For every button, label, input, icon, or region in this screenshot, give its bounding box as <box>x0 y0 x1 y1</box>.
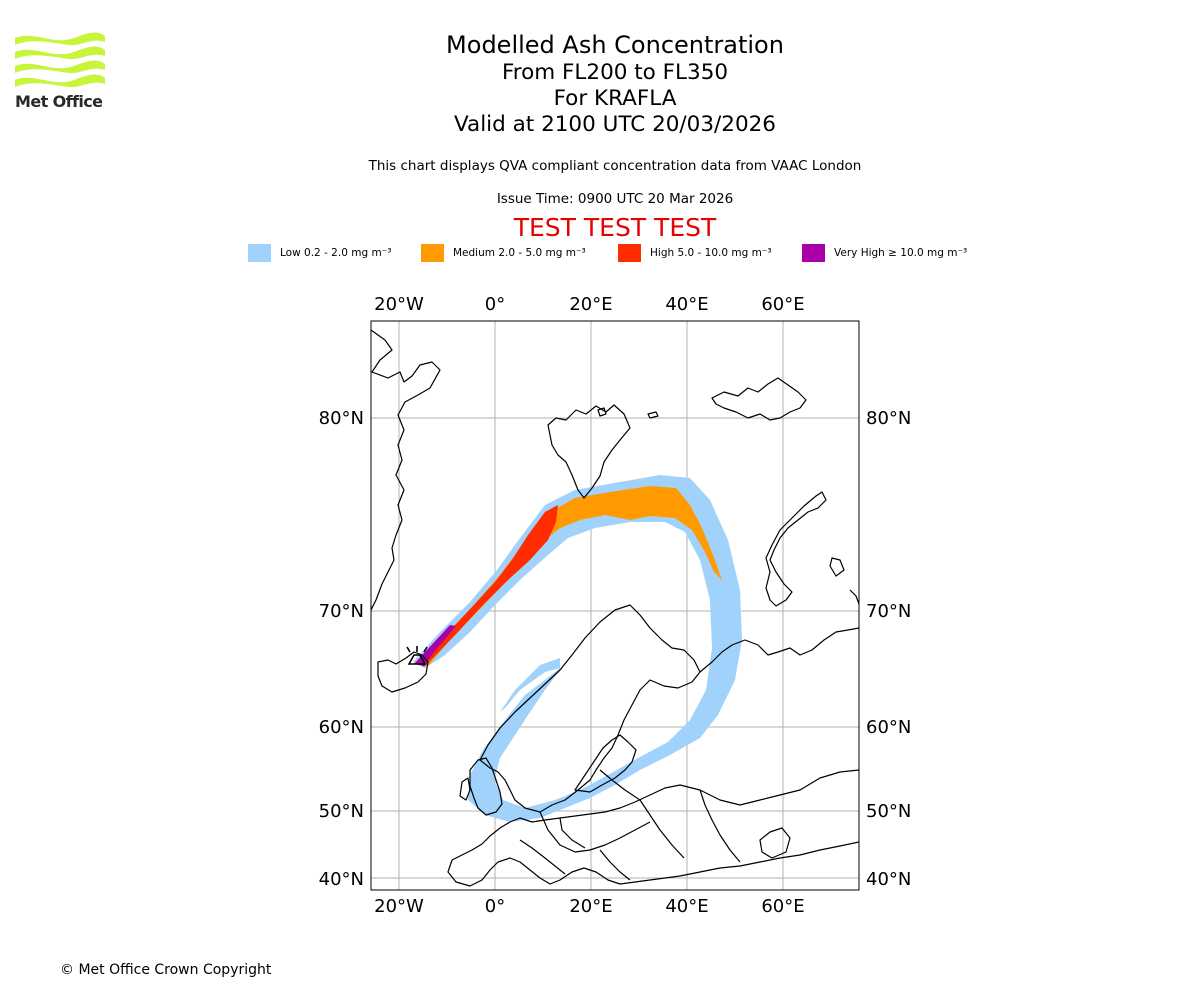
legend-item-very-high: Very High ≥ 10.0 mg m⁻³ <box>802 243 967 263</box>
issue-time: Issue Time: 0900 UTC 20 Mar 2026 <box>496 191 734 207</box>
ash-high <box>418 505 558 667</box>
legend-swatch <box>421 244 444 262</box>
lon-labels-top: 20°W 0° 20°E 40°E 60°E <box>374 294 804 315</box>
legend-item-high: High 5.0 - 10.0 mg m⁻³ <box>618 243 772 263</box>
lat-tick: 40°N <box>319 869 364 890</box>
lon-tick: 20°W <box>374 294 424 315</box>
lat-tick: 50°N <box>866 801 911 822</box>
lat-tick: 50°N <box>319 801 364 822</box>
description: This chart displays QVA compliant concen… <box>368 158 862 174</box>
chart-title: Modelled Ash Concentration <box>446 31 784 59</box>
lat-tick: 60°N <box>319 717 364 738</box>
lon-tick: 20°W <box>374 896 424 917</box>
ash-medium <box>418 486 722 666</box>
lon-tick: 20°E <box>569 896 612 917</box>
legend-label: High 5.0 - 10.0 mg m⁻³ <box>650 247 772 259</box>
lon-tick: 60°E <box>761 896 804 917</box>
lon-tick: 40°E <box>665 294 708 315</box>
valid-time: Valid at 2100 UTC 20/03/2026 <box>453 112 776 137</box>
lat-tick: 80°N <box>866 408 911 429</box>
copyright: © Met Office Crown Copyright <box>60 962 272 978</box>
volcano-marker <box>406 646 428 665</box>
legend-label: Low 0.2 - 2.0 mg m⁻³ <box>280 247 392 259</box>
volcano-name: For KRAFLA <box>553 86 677 111</box>
logo-text: Met Office <box>15 92 103 111</box>
met-office-logo <box>15 32 105 88</box>
legend-label: Very High ≥ 10.0 mg m⁻³ <box>834 247 968 259</box>
lon-tick: 40°E <box>665 896 708 917</box>
map-frame <box>370 320 860 891</box>
lon-tick: 60°E <box>761 294 804 315</box>
level-range: From FL200 to FL350 <box>501 60 729 85</box>
lat-labels-left: 80°N 70°N 60°N 50°N 40°N <box>319 408 364 890</box>
lat-tick: 60°N <box>866 717 911 738</box>
lat-labels-right: 80°N 70°N 60°N 50°N 40°N <box>866 408 911 890</box>
legend-swatch <box>618 244 641 262</box>
legend-swatch <box>248 244 271 262</box>
legend-label: Medium 2.0 - 5.0 mg m⁻³ <box>453 247 586 259</box>
ash-very-high <box>414 625 456 666</box>
lat-tick: 70°N <box>319 601 364 622</box>
coastlines <box>371 329 859 887</box>
legend-item-medium: Medium 2.0 - 5.0 mg m⁻³ <box>421 243 586 263</box>
lon-labels-bottom: 20°W 0° 20°E 40°E 60°E <box>374 896 804 917</box>
lat-tick: 70°N <box>866 601 911 622</box>
lat-tick: 80°N <box>319 408 364 429</box>
lon-tick: 0° <box>485 294 505 315</box>
title-block: Modelled Ash Concentration From FL200 to… <box>315 30 915 138</box>
legend-swatch <box>802 244 825 262</box>
test-banner: TEST TEST TEST <box>513 213 717 242</box>
lat-tick: 40°N <box>866 869 911 890</box>
legend-item-low: Low 0.2 - 2.0 mg m⁻³ <box>248 243 391 263</box>
lon-tick: 20°E <box>569 294 612 315</box>
lon-tick: 0° <box>485 896 505 917</box>
